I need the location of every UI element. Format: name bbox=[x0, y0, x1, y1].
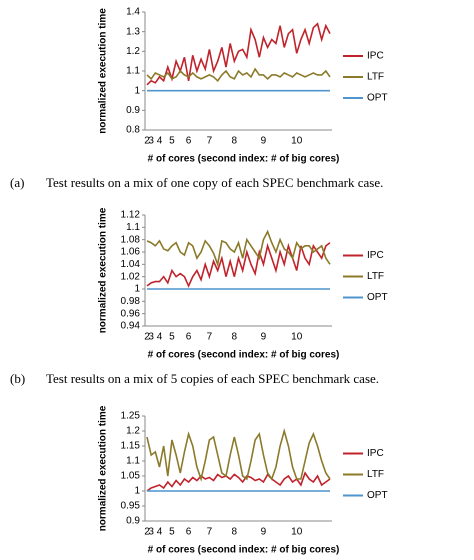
x-tick-label: 8 bbox=[232, 332, 238, 343]
series-line bbox=[146, 242, 331, 288]
series-line bbox=[146, 428, 331, 482]
legend-label: OPT bbox=[367, 292, 388, 303]
y-tick-label: 0.95 bbox=[121, 501, 141, 512]
series-line bbox=[146, 471, 331, 492]
legend-label: IPC bbox=[367, 448, 384, 459]
y-tick-label: 1.06 bbox=[121, 247, 141, 258]
y-tick-label: 1.1 bbox=[126, 66, 140, 77]
x-tick-label: 10 bbox=[291, 527, 303, 538]
y-tick-label: 1.2 bbox=[126, 46, 140, 57]
legend-label: LTF bbox=[367, 271, 384, 282]
y-tick-label: 0.9 bbox=[126, 516, 140, 527]
y-tick-label: 1.05 bbox=[121, 471, 141, 482]
x-tick-label: 9 bbox=[261, 527, 267, 538]
x-tick-label: 3 bbox=[148, 332, 154, 343]
x-tick-label: 7 bbox=[207, 527, 213, 538]
legend-label: LTF bbox=[367, 72, 384, 83]
x-tick-label: 2 bbox=[144, 136, 150, 147]
y-tick-label: 1 bbox=[134, 486, 140, 497]
legend-label: OPT bbox=[367, 93, 388, 104]
x-tick-label: 3 bbox=[148, 527, 154, 538]
caption-label: (b) bbox=[10, 371, 25, 386]
x-tick-label: 5 bbox=[169, 527, 175, 538]
x-tick-label: 4 bbox=[157, 527, 163, 538]
x-axis-title: # of cores (second index: # of big cores… bbox=[148, 154, 340, 165]
y-tick-label: 0.9 bbox=[126, 105, 140, 116]
series-line bbox=[146, 67, 331, 83]
x-tick-label: 2 bbox=[144, 332, 150, 343]
x-tick-label: 4 bbox=[157, 136, 163, 147]
y-tick-label: 1.4 bbox=[126, 7, 140, 18]
caption-label: (a) bbox=[10, 175, 24, 190]
legend-label: OPT bbox=[367, 490, 388, 501]
y-tick-label: 0.94 bbox=[121, 321, 141, 332]
y-axis-title: normalized execution time bbox=[98, 405, 109, 531]
legend-label: IPC bbox=[367, 51, 384, 62]
x-tick-label: 7 bbox=[207, 332, 213, 343]
x-tick-label: 8 bbox=[232, 136, 238, 147]
x-tick-label: 9 bbox=[261, 332, 267, 343]
x-axis-title: # of cores (second index: # of big cores… bbox=[148, 545, 340, 556]
x-tick-label: 6 bbox=[186, 136, 192, 147]
y-tick-label: 1.1 bbox=[126, 456, 140, 467]
y-tick-label: 1.15 bbox=[121, 441, 141, 452]
y-tick-label: 1.08 bbox=[121, 234, 141, 245]
y-tick-label: 1.2 bbox=[126, 426, 140, 437]
x-tick-label: 8 bbox=[232, 527, 238, 538]
caption: Test results on a mix of 5 copies of eac… bbox=[46, 371, 379, 386]
legend-label: IPC bbox=[367, 250, 384, 261]
y-tick-label: 1.12 bbox=[121, 210, 141, 221]
y-tick-label: 0.96 bbox=[121, 308, 141, 319]
y-tick-label: 1.02 bbox=[121, 271, 141, 282]
x-tick-label: 5 bbox=[169, 332, 175, 343]
y-tick-label: 1.1 bbox=[126, 222, 140, 233]
legend-label: LTF bbox=[367, 469, 384, 480]
y-tick-label: 1.04 bbox=[121, 259, 141, 270]
y-tick-label: 1 bbox=[134, 85, 140, 96]
x-tick-label: 10 bbox=[291, 332, 303, 343]
caption: Test results on a mix of one copy of eac… bbox=[46, 175, 383, 190]
x-tick-label: 10 bbox=[291, 136, 303, 147]
y-tick-label: 1 bbox=[134, 284, 140, 295]
y-axis-title: normalized execution time bbox=[98, 8, 109, 134]
x-tick-label: 7 bbox=[207, 136, 213, 147]
x-tick-label: 9 bbox=[261, 136, 267, 147]
x-tick-label: 4 bbox=[157, 332, 163, 343]
x-tick-label: 5 bbox=[169, 136, 175, 147]
y-tick-label: 0.8 bbox=[126, 125, 140, 136]
x-tick-label: 6 bbox=[186, 332, 192, 343]
x-tick-label: 3 bbox=[148, 136, 154, 147]
y-tick-label: 1.25 bbox=[121, 411, 141, 422]
series-line bbox=[146, 229, 331, 268]
series-line bbox=[146, 22, 331, 86]
y-tick-label: 1.3 bbox=[126, 26, 140, 37]
x-tick-label: 6 bbox=[186, 527, 192, 538]
x-axis-title: # of cores (second index: # of big cores… bbox=[148, 350, 340, 361]
y-tick-label: 0.98 bbox=[121, 296, 141, 307]
y-axis-title: normalized execution time bbox=[98, 207, 109, 333]
x-tick-label: 2 bbox=[144, 527, 150, 538]
